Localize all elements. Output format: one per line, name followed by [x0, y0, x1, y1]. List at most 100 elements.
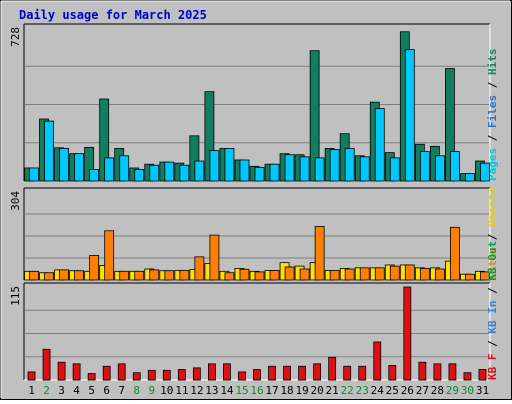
- bar-files-day-12: [194, 160, 205, 182]
- bar-files-day-26: [404, 49, 415, 182]
- bar-sites-day-17: [269, 270, 280, 281]
- bar-files-day-3: [59, 148, 69, 182]
- bar-sites-day-13: [209, 234, 220, 281]
- bar-kb-f-day-25: [388, 365, 397, 381]
- panel-legend-label: KB F / KB In / KB Out: [486, 241, 499, 380]
- bar-sites-day-12: [194, 256, 205, 281]
- x-tick-label: 8: [133, 384, 140, 397]
- x-tick-label: 4: [73, 384, 80, 397]
- bar-files-day-2: [44, 120, 54, 182]
- x-tick-label: 27: [416, 384, 429, 397]
- x-tick-label: 29: [446, 384, 459, 397]
- bar-hits-day-20: [309, 50, 320, 182]
- x-tick-label: 9: [148, 384, 155, 397]
- legend-entry: Hits: [486, 49, 499, 76]
- bar-kb-f-day-16: [253, 369, 261, 381]
- bar-files-day-9: [149, 164, 160, 182]
- bar-sites-day-1: [29, 270, 39, 281]
- bar-files-day-17: [269, 163, 280, 182]
- bar-hits-day-5: [84, 146, 95, 182]
- bar-sites-day-23: [359, 267, 370, 281]
- bar-kb-f-day-21: [328, 356, 337, 381]
- x-axis-day-labels: 1 2 3 4 5 6 7 8 9 10 11 12 13 14 15 16 17 18 19 20 21 22 23 24 2…: [28, 384, 489, 397]
- bar-files-day-19: [299, 156, 310, 182]
- bar-kb-f-day-5: [87, 373, 96, 381]
- x-tick-label: 15: [235, 384, 248, 397]
- bar-files-day-21: [329, 149, 340, 182]
- y-max-label: 115: [9, 286, 22, 306]
- x-tick-label: 24: [371, 384, 385, 397]
- legend-entry: /: [486, 75, 499, 95]
- legend-entry: Files: [486, 95, 499, 128]
- bar-kb-f-day-18: [283, 365, 291, 381]
- x-tick-label: 30: [461, 384, 474, 397]
- bar-sites-day-16: [254, 271, 265, 281]
- bar-sites-day-15: [239, 268, 250, 281]
- bar-sites-day-28: [434, 268, 445, 281]
- bar-files-day-23: [359, 156, 370, 182]
- x-tick-label: 5: [88, 384, 95, 397]
- legend-entry: Visits: [486, 187, 499, 227]
- bar-files-day-25: [389, 157, 400, 182]
- bar-sites-day-30: [465, 273, 475, 281]
- x-tick-label: 25: [386, 384, 399, 397]
- bar-kb-f-day-23: [358, 365, 367, 381]
- x-tick-label: 14: [220, 384, 234, 397]
- bar-files-day-13: [209, 150, 220, 182]
- x-tick-label: 18: [280, 384, 293, 397]
- bar-sites-day-10: [164, 270, 175, 281]
- bar-sites-day-11: [179, 270, 190, 281]
- x-tick-label: 10: [160, 384, 173, 397]
- legend-entry: KB F: [486, 354, 499, 381]
- bar-sites-day-29: [450, 226, 460, 281]
- bar-sites-day-3: [59, 269, 69, 281]
- bar-sites-day-7: [119, 270, 130, 281]
- panel-bottom: 115 KB F / KB In / KB Out: [9, 241, 499, 381]
- x-tick-label: 19: [295, 384, 308, 397]
- legend-entry: KB Out: [486, 241, 499, 281]
- x-tick-label: 2: [43, 384, 50, 397]
- bar-files-day-29: [450, 151, 460, 182]
- x-tick-label: 6: [103, 384, 110, 397]
- bar-kb-f-day-28: [433, 363, 442, 381]
- bar-sites-day-31: [480, 271, 490, 281]
- bar-kb-f-day-30: [463, 372, 472, 381]
- y-max-label: 728: [9, 27, 22, 47]
- bar-kb-f-day-31: [478, 369, 487, 381]
- legend-entry: /: [486, 334, 499, 354]
- bar-kb-f-day-19: [298, 365, 307, 381]
- bar-files-day-20: [314, 157, 325, 182]
- bar-files-day-31: [480, 162, 490, 182]
- chart-title: Daily usage for March 2025: [19, 8, 207, 22]
- bar-sites-day-6: [104, 230, 115, 281]
- bar-sites-day-24: [374, 267, 385, 281]
- bar-sites-day-21: [329, 270, 340, 281]
- bar-files-day-6: [104, 157, 115, 182]
- y-max-label: 304: [9, 191, 22, 211]
- panel-top: 728 Pages / Files / Hits: [9, 23, 499, 182]
- bar-sites-day-26: [404, 264, 415, 281]
- bar-files-day-11: [179, 164, 190, 182]
- bar-files-day-28: [434, 155, 445, 182]
- bar-files-day-30: [465, 173, 475, 182]
- bar-kb-f-day-10: [162, 369, 171, 381]
- x-tick-label: 17: [265, 384, 278, 397]
- bar-kb-f-day-26: [403, 286, 412, 381]
- x-tick-label: 3: [58, 384, 65, 397]
- x-tick-label: 28: [431, 384, 444, 397]
- legend-entry: /: [486, 227, 499, 247]
- bar-kb-f-day-20: [313, 363, 322, 381]
- bar-hits-day-29: [445, 68, 455, 182]
- bar-sites-day-4: [74, 270, 85, 281]
- bar-sites-day-5: [89, 254, 100, 281]
- bar-kb-f-day-1: [27, 371, 36, 381]
- bar-kb-f-day-6: [102, 365, 111, 381]
- bar-sites-day-22: [344, 268, 355, 281]
- bar-hits-day-13: [204, 91, 215, 182]
- bar-files-day-4: [74, 153, 85, 182]
- bar-files-day-10: [164, 161, 175, 182]
- bar-kb-f-day-3: [57, 361, 66, 381]
- bar-files-day-24: [374, 108, 385, 182]
